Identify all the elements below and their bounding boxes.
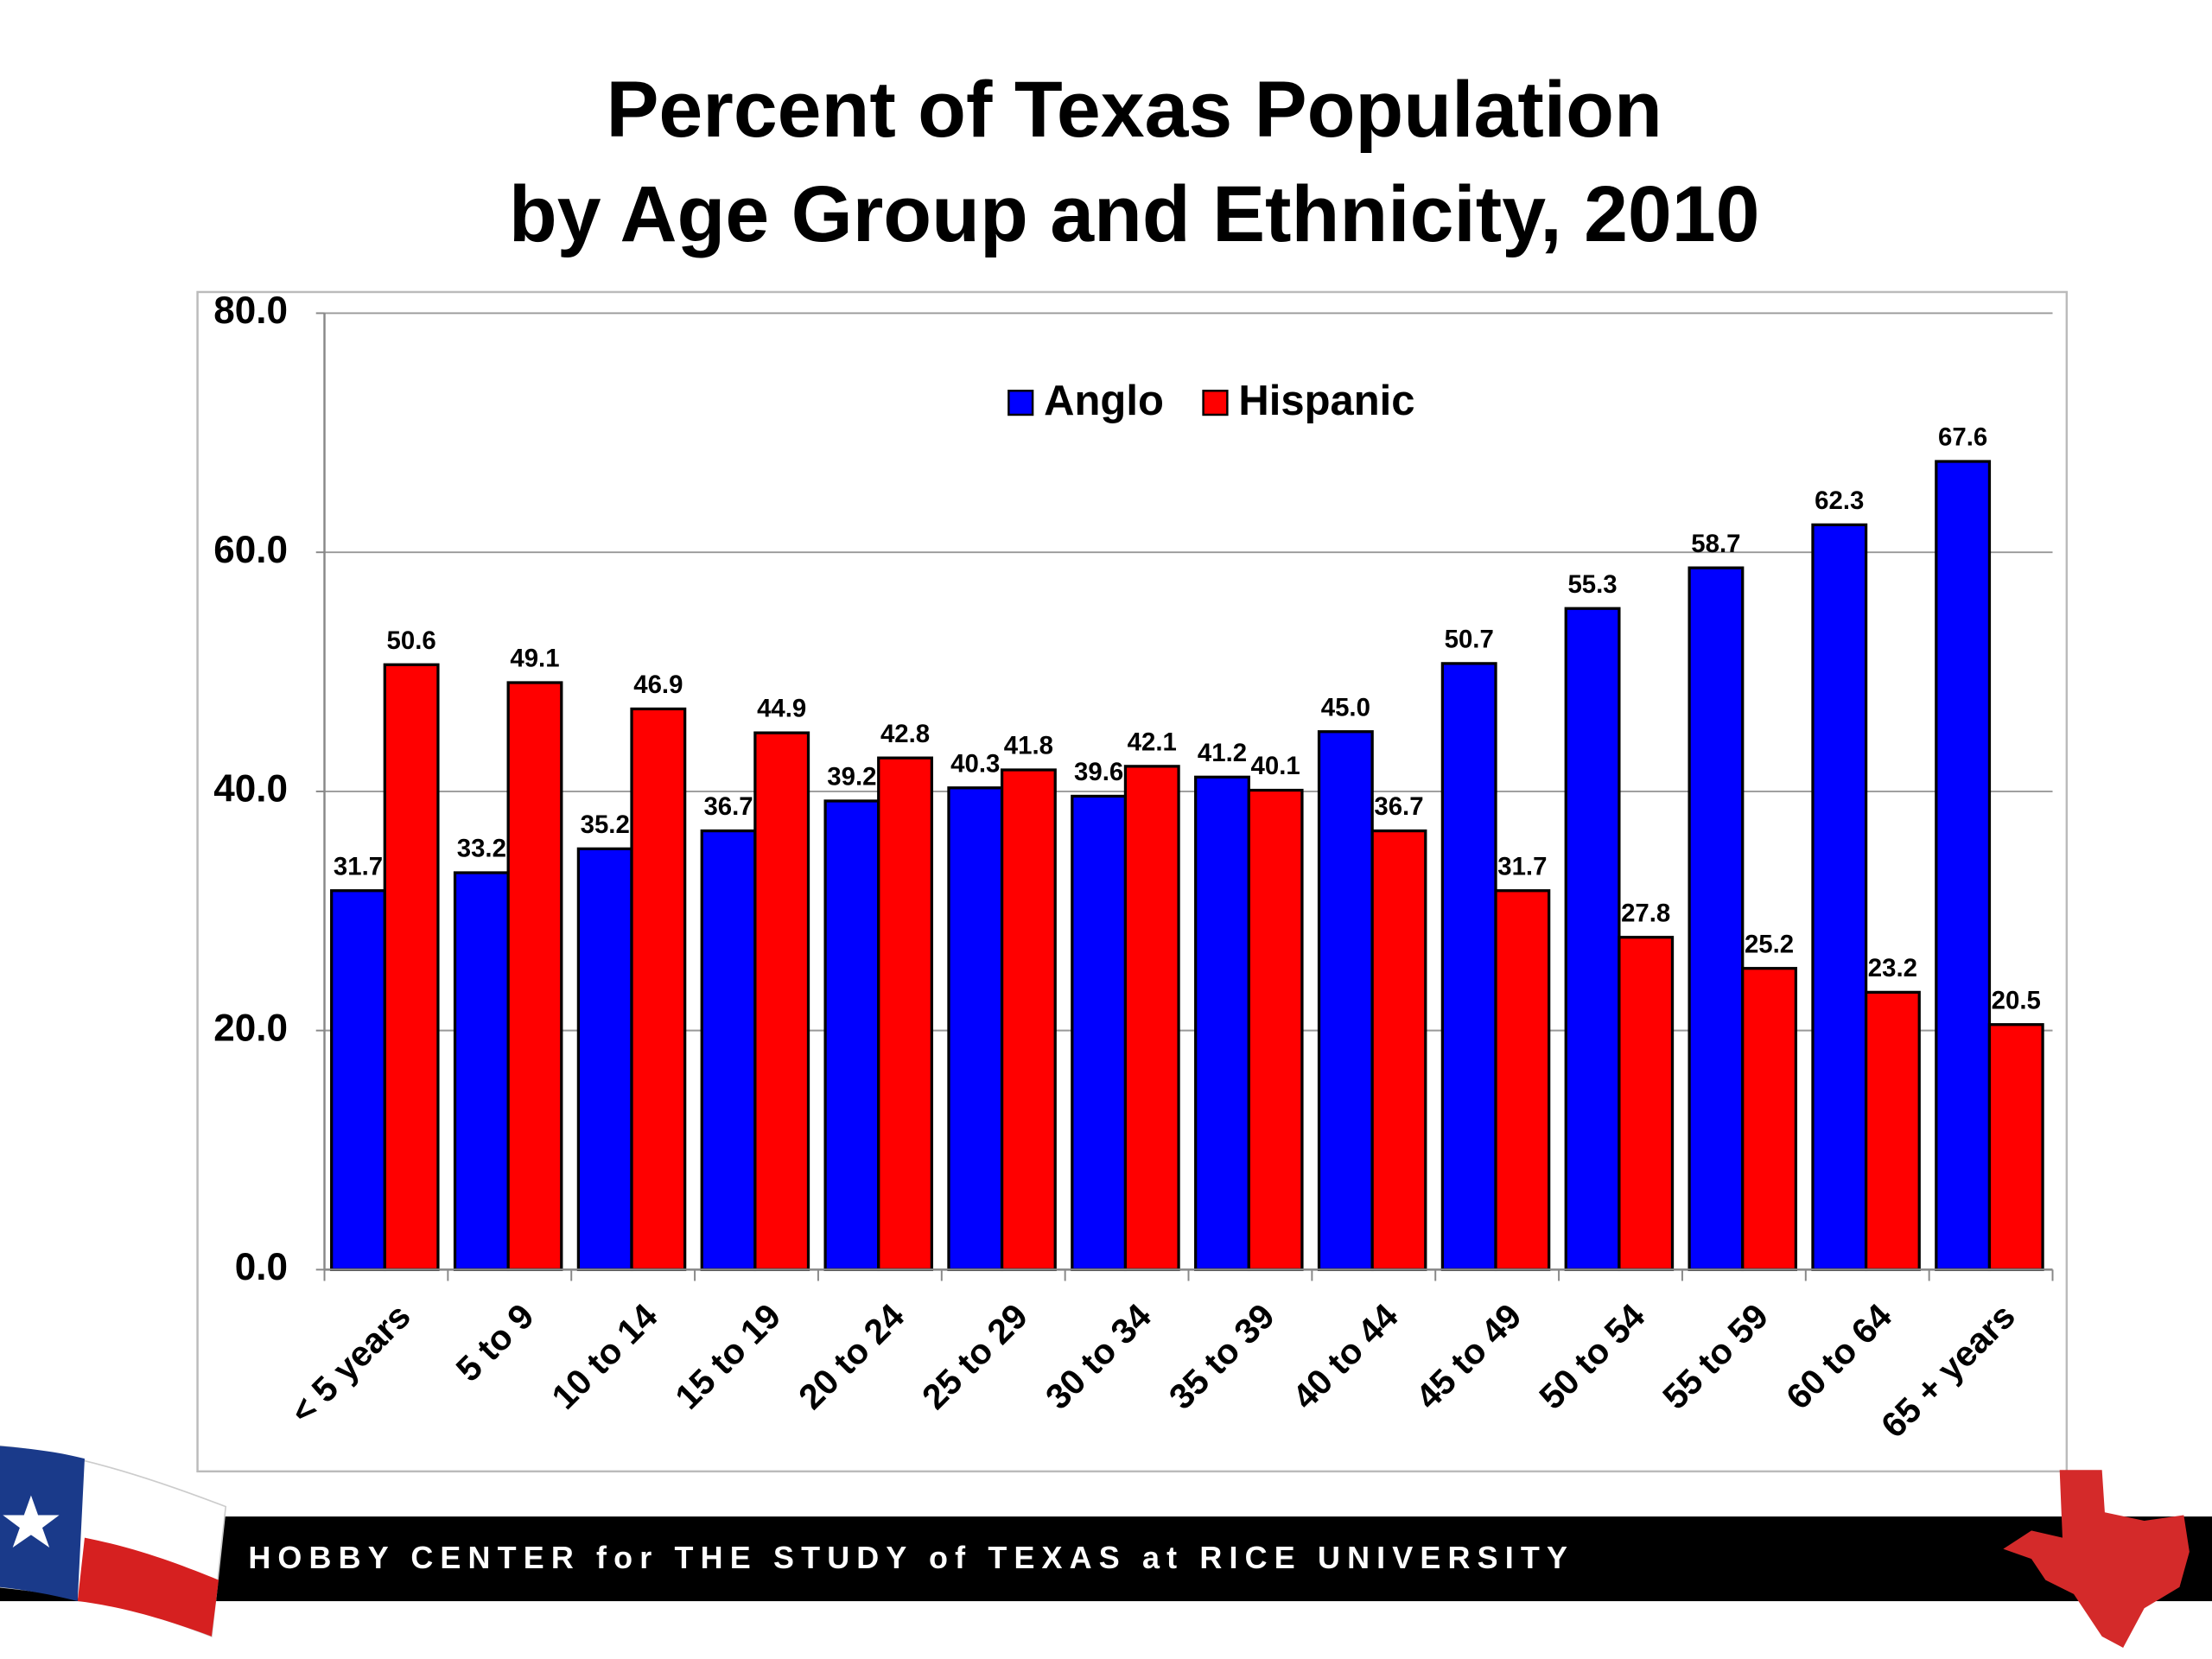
legend-label: Hispanic xyxy=(1238,378,1414,424)
value-label: 35.2 xyxy=(581,810,630,839)
value-label: 46.9 xyxy=(633,671,683,699)
bar xyxy=(823,799,880,1272)
value-label: 41.2 xyxy=(1198,739,1247,767)
bar xyxy=(1564,607,1621,1272)
bar xyxy=(1194,775,1250,1272)
bar xyxy=(1811,523,1868,1272)
value-label: 41.8 xyxy=(1004,732,1053,760)
bar xyxy=(753,731,810,1272)
value-label: 42.8 xyxy=(880,720,930,748)
bar xyxy=(1864,990,1921,1272)
value-label: 40.1 xyxy=(1251,752,1300,780)
plot-area: 0.020.040.060.080.031.750.6< 5 years33.2… xyxy=(213,289,2054,1446)
value-label: 49.1 xyxy=(510,645,559,673)
value-label: 62.3 xyxy=(1815,486,1864,515)
bar xyxy=(877,756,933,1272)
value-label: 20.5 xyxy=(1992,986,2041,1014)
value-label: 39.6 xyxy=(1074,758,1123,786)
value-label: 31.7 xyxy=(334,852,383,880)
bar xyxy=(1247,788,1304,1272)
bar xyxy=(453,871,510,1272)
bar xyxy=(1370,829,1427,1272)
value-label: 31.7 xyxy=(1497,852,1547,880)
bar xyxy=(1071,794,1128,1272)
y-tick-label: 60.0 xyxy=(213,529,288,571)
bar xyxy=(1494,889,1551,1272)
bar xyxy=(330,889,386,1272)
value-label: 50.6 xyxy=(387,626,436,655)
value-label: 67.6 xyxy=(1938,423,1987,452)
chart-title: Percent of Texas Population xyxy=(606,66,1662,154)
value-label: 33.2 xyxy=(457,835,506,863)
value-label: 42.1 xyxy=(1128,728,1177,757)
bar xyxy=(630,707,687,1272)
chart-title: by Age Group and Ethnicity, 2010 xyxy=(509,170,1760,258)
footer-text: HOBBY CENTER for THE STUDY of TEXAS at R… xyxy=(248,1540,1574,1575)
value-label: 39.2 xyxy=(827,763,876,791)
y-tick-label: 20.0 xyxy=(213,1007,288,1049)
bar xyxy=(1123,765,1180,1272)
y-tick-label: 0.0 xyxy=(235,1246,288,1288)
value-label: 55.3 xyxy=(1567,570,1617,599)
bar xyxy=(1000,768,1057,1272)
legend-marker xyxy=(1202,390,1229,416)
value-label: 45.0 xyxy=(1321,693,1370,721)
legend-marker xyxy=(1007,390,1034,416)
value-label: 50.7 xyxy=(1445,626,1494,654)
value-label: 25.2 xyxy=(1745,930,1794,958)
bar xyxy=(1987,1023,2044,1272)
value-label: 36.7 xyxy=(1374,792,1423,821)
texas-icon xyxy=(2003,1470,2190,1648)
bar xyxy=(383,663,440,1272)
bar xyxy=(1440,662,1497,1272)
y-tick-label: 80.0 xyxy=(213,289,288,332)
bar xyxy=(947,786,1004,1272)
value-label: 40.3 xyxy=(950,749,1000,778)
y-tick-label: 40.0 xyxy=(213,768,288,810)
bar xyxy=(1317,730,1374,1272)
footer-band xyxy=(0,1516,2212,1602)
bar xyxy=(1618,936,1675,1272)
value-label: 58.7 xyxy=(1691,530,1740,558)
bar xyxy=(576,847,633,1272)
legend-label: Anglo xyxy=(1044,378,1164,424)
bar xyxy=(506,681,563,1272)
value-label: 23.2 xyxy=(1868,954,1917,982)
chart-frame xyxy=(196,290,2069,1473)
value-label: 44.9 xyxy=(757,695,806,723)
bar xyxy=(700,829,757,1272)
bar xyxy=(1688,566,1745,1272)
bar xyxy=(1741,967,1797,1272)
flag-icon xyxy=(0,1445,227,1638)
bar xyxy=(1935,460,1992,1272)
value-label: 36.7 xyxy=(703,792,753,821)
value-label: 27.8 xyxy=(1621,899,1670,927)
